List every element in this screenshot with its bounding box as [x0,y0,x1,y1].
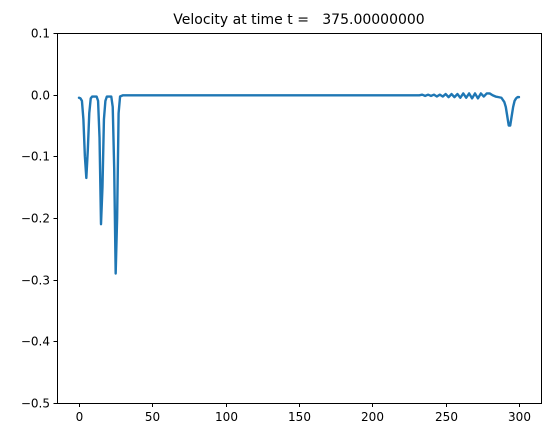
axes-frame [57,33,542,404]
x-tick-label: 300 [508,410,531,424]
y-tick-label: −0.4 [21,335,50,349]
y-tick-label: 0.1 [31,27,50,41]
x-tick-label: 250 [435,410,458,424]
x-tick-label: 100 [215,410,238,424]
chart-title: Velocity at time t = 375.00000000 [173,12,424,28]
y-tick-label: 0.0 [31,89,50,103]
x-tick-label: 200 [361,410,384,424]
plot-area: 0 50 100 150 200 250 300 0.1 0.0 −0.1 −0.2 −0.3 −0.… [21,27,542,424]
x-tick-label: 50 [145,410,160,424]
series-layer [77,92,521,275]
velocity-series-line [77,92,521,275]
x-tick-label: 0 [76,410,84,424]
y-tick-label: −0.2 [21,212,50,226]
y-tick-label: −0.5 [21,397,50,411]
y-axis: 0.1 0.0 −0.1 −0.2 −0.3 −0.4 −0.5 [21,27,58,411]
y-tick-label: −0.3 [21,274,50,288]
x-axis: 0 50 100 150 200 250 300 [76,403,531,424]
x-tick-label: 150 [288,410,311,424]
y-tick-label: −0.1 [21,150,50,164]
